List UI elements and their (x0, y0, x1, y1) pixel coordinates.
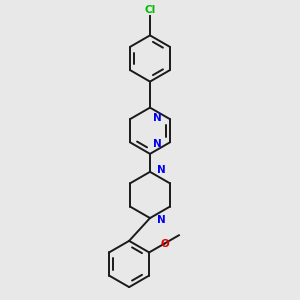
Text: O: O (160, 238, 169, 249)
Text: N: N (153, 139, 162, 149)
Text: N: N (157, 215, 166, 225)
Text: Cl: Cl (144, 4, 156, 14)
Text: N: N (157, 165, 166, 175)
Text: N: N (153, 112, 162, 123)
